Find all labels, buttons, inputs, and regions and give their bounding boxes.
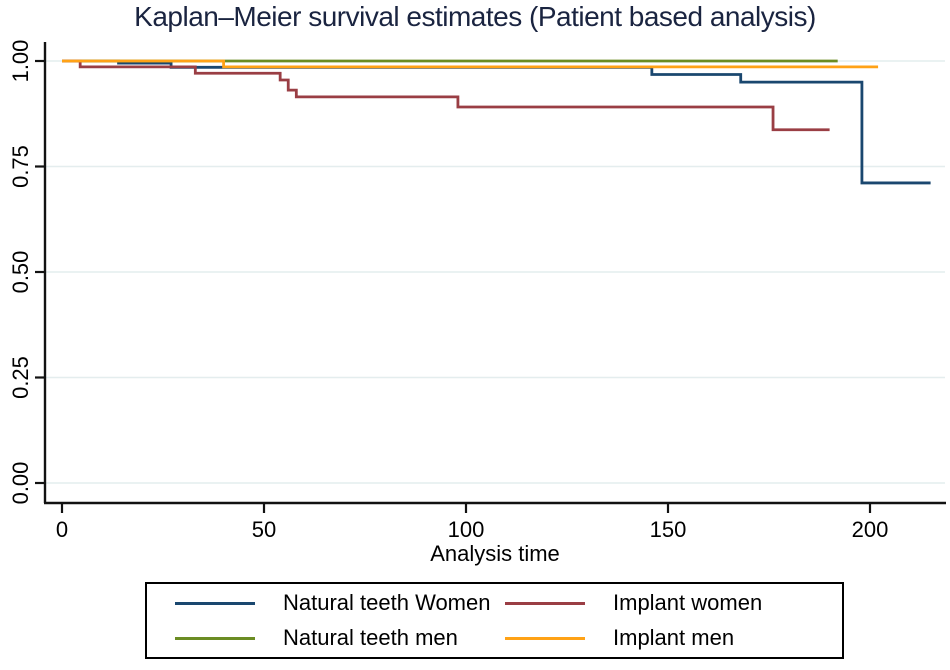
y-tick-label-0.75: 0.75 bbox=[8, 145, 33, 188]
km-plot-canvas: 0.00 0.25 0.50 0.75 1.00 0 50 100 150 200 bbox=[8, 40, 946, 542]
legend-box: Natural teeth Women Implant women Natura… bbox=[145, 582, 844, 659]
y-tick-label-0.00: 0.00 bbox=[8, 462, 33, 505]
x-tick-label-50: 50 bbox=[252, 517, 276, 542]
y-tick-label-0.25: 0.25 bbox=[8, 356, 33, 399]
x-tick-label-200: 200 bbox=[852, 517, 889, 542]
legend-label-implant-men: Implant men bbox=[613, 625, 735, 650]
y-tick-label-1.00: 1.00 bbox=[8, 40, 33, 83]
legend-label-natural-teeth-men: Natural teeth men bbox=[283, 625, 458, 650]
legend-entry-natural-teeth-men: Natural teeth men bbox=[175, 625, 505, 651]
x-tick-label-150: 150 bbox=[650, 517, 687, 542]
series-implant-men bbox=[62, 59, 879, 69]
legend-label-implant-women: Implant women bbox=[613, 590, 763, 615]
legend-entry-implant-women: Implant women bbox=[505, 590, 842, 616]
chart-title: Kaplan–Meier survival estimates (Patient… bbox=[134, 1, 816, 32]
legend-entry-implant-men: Implant men bbox=[505, 625, 842, 651]
y-tick-label-0.50: 0.50 bbox=[8, 251, 33, 294]
legend-swatch-implant-women bbox=[505, 601, 585, 605]
legend-swatch-implant-men bbox=[505, 636, 585, 640]
legend-entry-natural-teeth-women: Natural teeth Women bbox=[175, 590, 505, 616]
x-axis-title: Analysis time bbox=[430, 541, 560, 566]
legend-swatch-natural-teeth-men bbox=[175, 636, 255, 640]
series-implant-women bbox=[62, 59, 830, 132]
x-tick-label-100: 100 bbox=[448, 517, 485, 542]
legend-label-natural-teeth-women: Natural teeth Women bbox=[283, 590, 491, 615]
legend-swatch-natural-teeth-women bbox=[175, 601, 255, 605]
x-tick-label-0: 0 bbox=[56, 517, 68, 542]
series-natural-teeth-women bbox=[62, 59, 931, 185]
